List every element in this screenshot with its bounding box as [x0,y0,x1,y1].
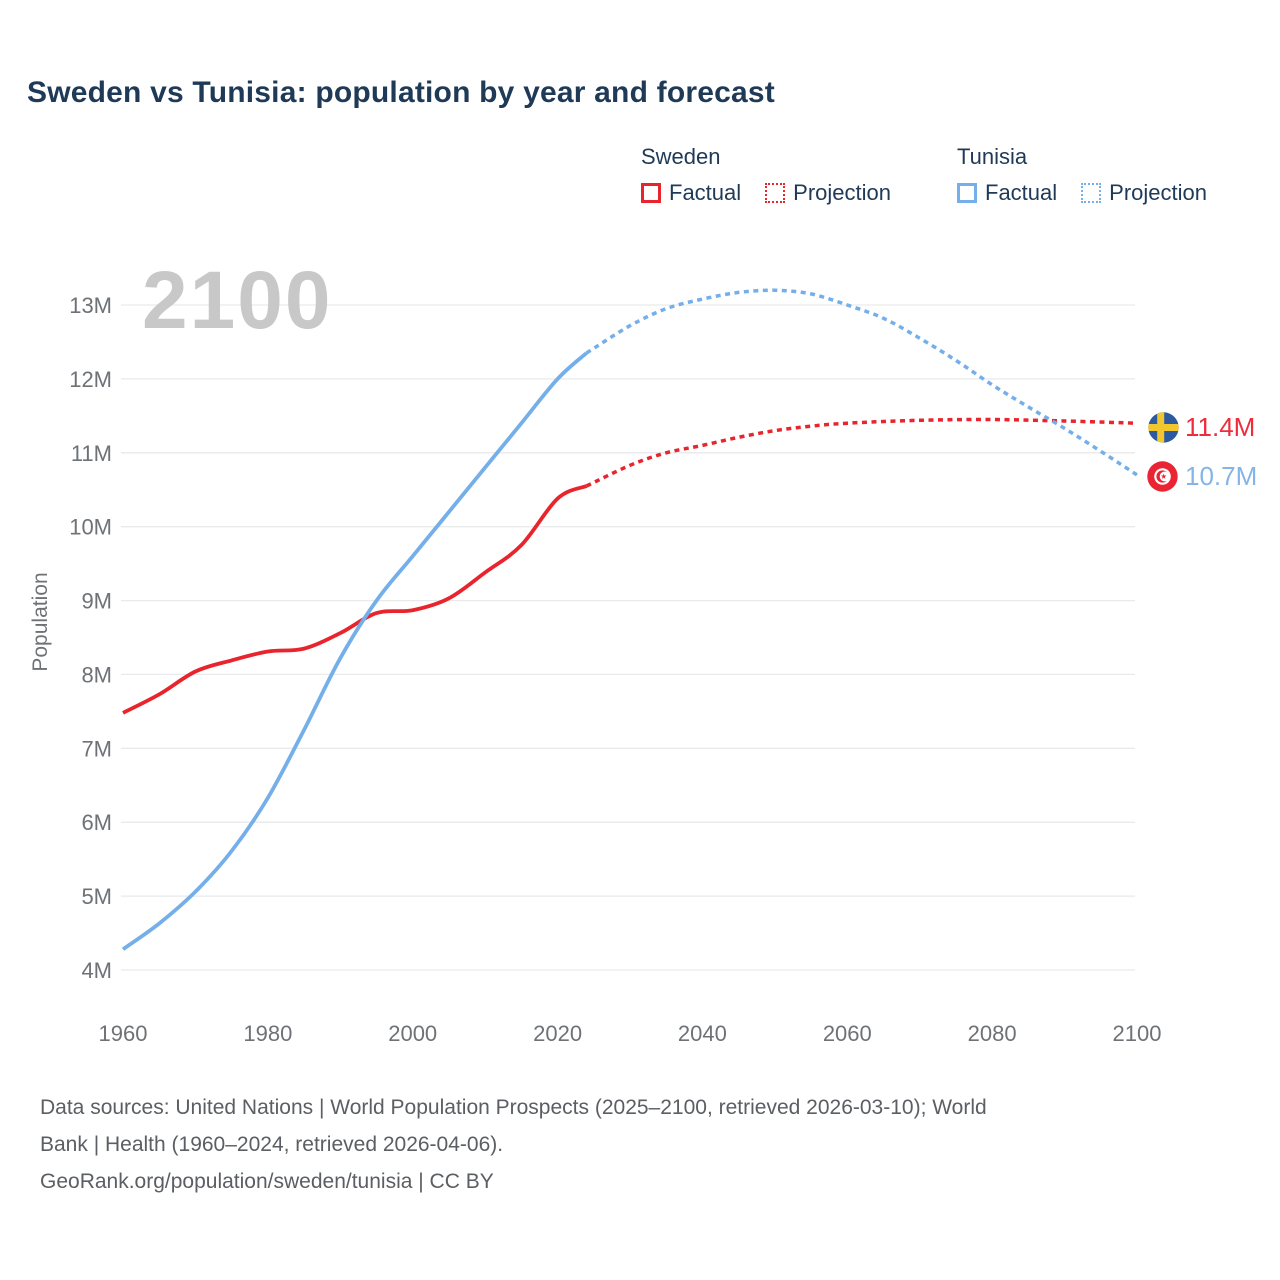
footer-attribution: GeoRank.org/population/sweden/tunisia | … [40,1170,494,1193]
series-sweden-projection [585,417,1138,488]
legend-tunisia-name: Tunisia [957,144,1028,169]
footer-source-line1: Data sources: United Nations | World Pop… [40,1096,987,1119]
y-tick-10M: 10M [69,515,112,540]
y-axis-title: Population [29,572,52,672]
legend-tunisia: Tunisia Factual Projection [957,144,1223,206]
legend-swatch-tunisia-projection [1081,183,1102,203]
x-tick-1980: 1980 [243,1021,292,1046]
watermark-year: 2100 [142,255,333,346]
page-title: Sweden vs Tunisia: population by year an… [27,76,775,109]
sweden-flag-icon [1148,412,1179,443]
y-tick-7M: 7M [81,736,112,761]
y-tick-8M: 8M [81,662,112,687]
tunisia-star [1160,473,1167,479]
data-sources-footer: Data sources: United Nations | World Pop… [40,1089,1245,1200]
series-tunisia-factual [121,351,588,951]
legend-sweden: Sweden Factual Projection [641,144,907,206]
legend-sweden-name: Sweden [641,144,721,169]
legend-swatch-sweden-projection [765,183,786,203]
x-tick-2040: 2040 [678,1021,727,1046]
x-tick-2020: 2020 [533,1021,582,1046]
y-tick-11M: 11M [71,441,112,466]
x-tick-2060: 2060 [823,1021,872,1046]
series-sweden-factual [122,484,588,715]
series-tunisia-projection [585,288,1138,477]
sweden-end-value: 11.4M [1185,412,1256,442]
legend-swatch-sweden-factual [641,183,661,203]
y-tick-12M: 12M [69,367,112,392]
legend-label-tunisia-factual: Factual [985,180,1058,205]
y-tick-5M: 5M [81,884,112,909]
x-tick-2000: 2000 [388,1021,437,1046]
y-tick-9M: 9M [81,589,112,614]
tunisia-end-value: 10.7M [1185,461,1258,491]
x-tick-1960: 1960 [99,1021,148,1046]
x-tick-2100: 2100 [1113,1021,1162,1046]
y-tick-4M: 4M [81,958,112,983]
tunisia-flag-icon [1147,461,1178,492]
footer-source-line2: Bank | Health (1960–2024, retrieved 2026… [40,1133,504,1156]
x-tick-2080: 2080 [968,1021,1017,1046]
legend-swatch-tunisia-factual [957,183,977,203]
legend-label-sweden-factual: Factual [669,180,742,205]
legend-label-sweden-projection: Projection [793,180,891,205]
y-tick-13M: 13M [69,293,112,318]
legend-label-tunisia-projection: Projection [1109,180,1207,205]
y-tick-6M: 6M [81,810,112,835]
